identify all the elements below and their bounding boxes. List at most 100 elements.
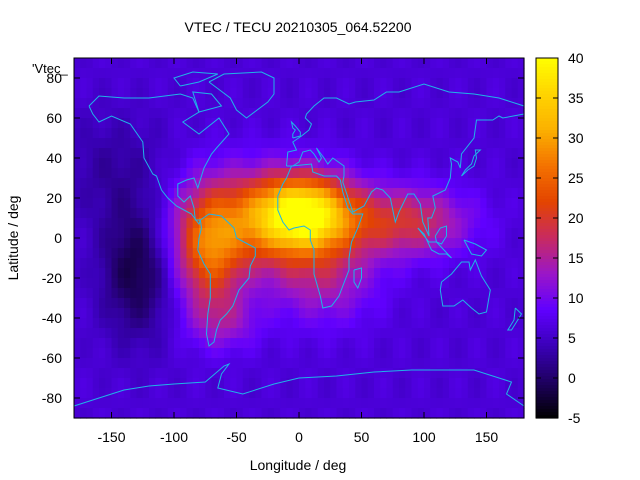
heatmap-cell	[92, 138, 100, 149]
heatmap-cell	[267, 338, 275, 349]
heatmap-cell	[461, 128, 469, 139]
heatmap-cell	[317, 218, 325, 229]
heatmap-cell	[480, 358, 488, 369]
heatmap-cell	[392, 108, 400, 119]
heatmap-cell	[399, 298, 406, 309]
heatmap-cell	[217, 298, 225, 309]
heatmap-cell	[430, 388, 438, 399]
colorbar-segment	[536, 382, 558, 386]
heatmap-cell	[99, 138, 106, 149]
heatmap-cell	[511, 238, 519, 249]
heatmap-cell	[111, 228, 119, 239]
heatmap-cell	[161, 188, 169, 199]
heatmap-cell	[311, 238, 319, 249]
heatmap-cell	[411, 98, 419, 109]
heatmap-cell	[192, 78, 200, 89]
heatmap-cell	[236, 138, 244, 149]
heatmap-cell	[130, 398, 138, 409]
heatmap-cell	[74, 218, 81, 229]
heatmap-cell	[136, 248, 144, 259]
heatmap-cell	[267, 108, 275, 119]
heatmap-cell	[405, 208, 413, 219]
heatmap-cell	[311, 98, 319, 109]
heatmap-cell	[449, 58, 456, 69]
heatmap-cell	[442, 308, 450, 319]
heatmap-cell	[280, 78, 288, 89]
heatmap-cell	[355, 158, 363, 169]
heatmap-cell	[105, 298, 113, 309]
heatmap-cell	[386, 368, 394, 379]
heatmap-cell	[374, 88, 381, 99]
heatmap-cell	[424, 238, 431, 249]
heatmap-cell	[330, 58, 338, 69]
heatmap-cell	[242, 338, 250, 349]
heatmap-cell	[455, 148, 463, 159]
heatmap-cell	[411, 188, 419, 199]
heatmap-cell	[205, 188, 213, 199]
heatmap-cell	[380, 358, 388, 369]
colorbar-segment	[536, 172, 558, 176]
heatmap-cell	[142, 368, 150, 379]
heatmap-cell	[155, 148, 163, 159]
heatmap-cell	[217, 198, 225, 209]
heatmap-cell	[186, 328, 194, 339]
heatmap-cell	[249, 358, 256, 369]
heatmap-cell	[286, 348, 294, 359]
heatmap-cell	[417, 248, 425, 259]
heatmap-cell	[224, 78, 231, 89]
heatmap-cell	[286, 238, 294, 249]
heatmap-cell	[74, 128, 81, 139]
heatmap-cell	[255, 408, 263, 419]
heatmap-cell	[436, 368, 444, 379]
heatmap-cell	[274, 58, 281, 69]
heatmap-cell	[174, 128, 181, 139]
heatmap-cell	[274, 278, 281, 289]
heatmap-cell	[480, 238, 488, 249]
heatmap-cell	[261, 398, 269, 409]
heatmap-cell	[361, 298, 369, 309]
heatmap-cell	[299, 398, 306, 409]
heatmap-cell	[211, 328, 219, 339]
heatmap-cell	[392, 88, 400, 99]
heatmap-cell	[136, 388, 144, 399]
heatmap-cell	[424, 248, 431, 259]
heatmap-cell	[117, 298, 125, 309]
asia-south-coast	[342, 113, 525, 237]
heatmap-cell	[455, 88, 463, 99]
heatmap-cell	[480, 188, 488, 199]
heatmap-cell	[117, 278, 125, 289]
heatmap-cell	[517, 118, 525, 129]
heatmap-cell	[236, 218, 244, 229]
heatmap-cell	[111, 358, 119, 369]
heatmap-cell	[442, 88, 450, 99]
heatmap-cell	[267, 148, 275, 159]
heatmap-cell	[430, 98, 438, 109]
heatmap-cell	[80, 168, 88, 179]
colorbar-segment	[536, 268, 558, 272]
heatmap-cell	[267, 158, 275, 169]
heatmap-cell	[80, 128, 88, 139]
colorbar-segment	[536, 136, 558, 140]
heatmap-cell	[136, 338, 144, 349]
heatmap-cell	[305, 128, 313, 139]
heatmap-cell	[292, 188, 300, 199]
heatmap-cell	[367, 348, 375, 359]
heatmap-cell	[261, 268, 269, 279]
heatmap-cell	[167, 218, 175, 229]
heatmap-cell	[261, 178, 269, 189]
heatmap-cell	[505, 278, 513, 289]
heatmap-cell	[417, 308, 425, 319]
heatmap-cell	[392, 388, 400, 399]
heatmap-cell	[480, 208, 488, 219]
heatmap-cell	[249, 278, 256, 289]
heatmap-cell	[486, 68, 494, 79]
heatmap-cell	[242, 298, 250, 309]
heatmap-cell	[74, 208, 81, 219]
heatmap-cell	[467, 388, 475, 399]
heatmap-cell	[286, 248, 294, 259]
heatmap-cell	[249, 388, 256, 399]
heatmap-cell	[292, 98, 300, 109]
heatmap-cell	[242, 208, 250, 219]
heatmap-cell	[355, 288, 363, 299]
heatmap-cell	[461, 158, 469, 169]
